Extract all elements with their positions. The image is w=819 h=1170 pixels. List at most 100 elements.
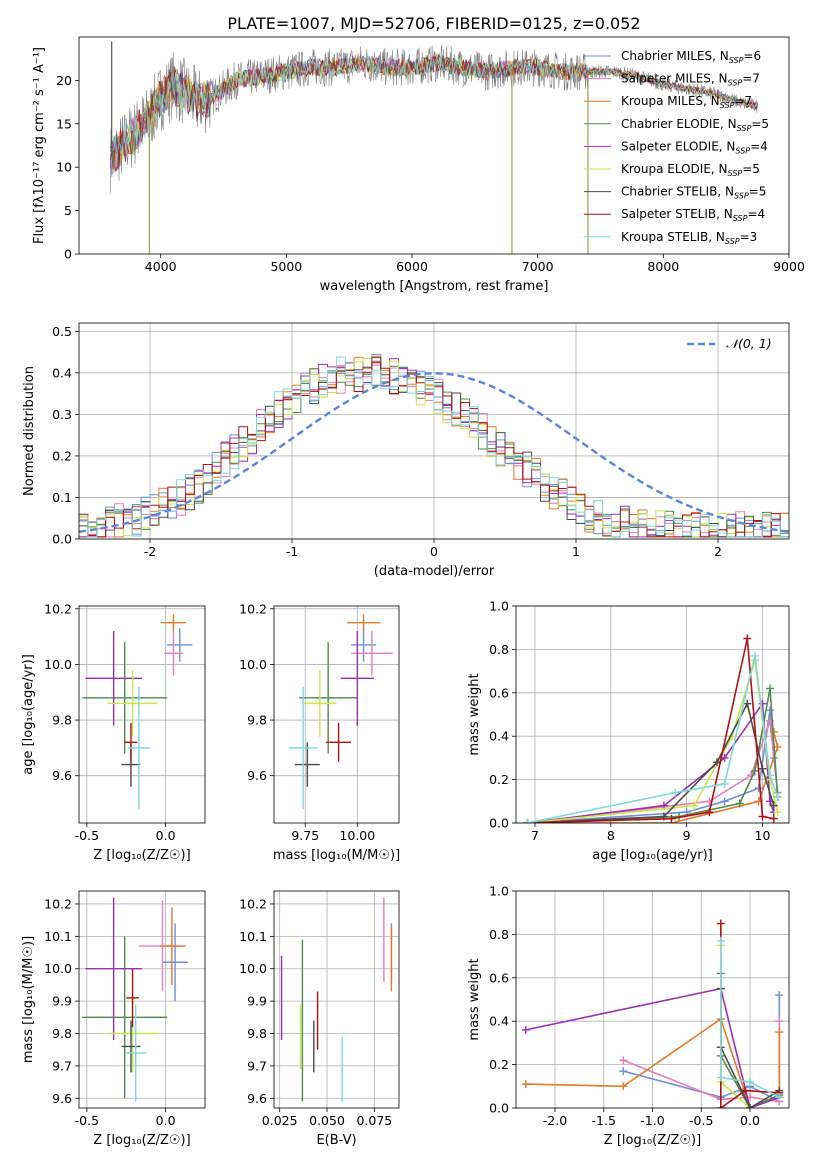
x-tick-label: 4000: [145, 259, 177, 274]
y-tick-label: 0: [64, 247, 72, 262]
y-tick-label: 0.4: [489, 1014, 509, 1029]
x-tick-label: -1.0: [640, 1113, 664, 1128]
x-tick-label: 9: [683, 828, 691, 843]
y-tick-label: 1.0: [489, 884, 509, 899]
x-tick-label: 8: [607, 828, 615, 843]
y-tick-label: 9.6: [52, 768, 72, 783]
y-tick-label: 9.8: [52, 713, 72, 728]
legend-label: Chabrier ELODIE, NSSP=5: [621, 117, 769, 133]
plot-area-residuals: [79, 354, 789, 538]
y-tick-label: 10: [56, 160, 72, 175]
axes-spectrum: 4000 5000 6000 7000 8000 9000 0 5 10 15 20 waveleng…: [32, 36, 805, 294]
x-tick-label: 5000: [270, 259, 302, 274]
x-tick-label: -1: [286, 544, 298, 559]
x-tick-label: -0.5: [689, 1113, 713, 1128]
y-tick-label: 1.0: [489, 599, 509, 614]
axes-frame: [78, 322, 790, 540]
axes-frame: [78, 605, 206, 824]
y-tick-label: 9.9: [247, 994, 267, 1009]
y-tick-label: 9.8: [247, 1026, 267, 1041]
y-tick-label: 9.8: [52, 1026, 72, 1041]
model-spectrum-line: [110, 55, 758, 170]
legend-label: Chabrier STELIB, NSSP=5: [621, 185, 766, 201]
y-tick-label: 10.0: [44, 961, 72, 976]
x-tick-label: 0.025: [262, 1113, 298, 1128]
y-tick-label: 10.0: [239, 961, 267, 976]
x-tick-label: 2: [714, 544, 722, 559]
x-tick-label: 8000: [647, 259, 679, 274]
ticks-mass_vs_ebv: 0.025 0.050 0.075 9.6 9.7 9.8 9.9 10.0 10.1 10.2: [239, 896, 392, 1128]
axes-frame: [273, 890, 400, 1109]
y-tick-label: 9.8: [247, 713, 267, 728]
y-tick-label: 10.1: [44, 929, 72, 944]
residual-histogram-step: [79, 356, 789, 538]
y-tick-label: 10.0: [44, 657, 72, 672]
x-tick-label: 0: [430, 544, 438, 559]
weight-series-line: [719, 940, 780, 1098]
axes-frame: [78, 36, 790, 255]
x-axis-label: wavelength [Angstrom, rest frame]: [320, 279, 549, 294]
y-tick-label: 20: [56, 73, 72, 88]
y-tick-label: 5: [64, 203, 72, 218]
model-spectrum-line: [110, 54, 758, 168]
x-axis-label: mass [log₁₀(M/M☉)]: [273, 848, 400, 863]
plot-area-spectrum: [110, 41, 758, 254]
spectrum-legend: Chabrier MILES, NSSP=6 Salpeter MILES, NS…: [584, 49, 769, 246]
y-axis-label: mass weight: [467, 958, 482, 1040]
y-tick-label: 10.2: [239, 896, 267, 911]
normal-curve-line: [79, 372, 789, 533]
y-tick-label: 0.2: [489, 1057, 509, 1072]
ticks-spectrum: 4000 5000 6000 7000 8000 9000 0 5 10 15 20: [56, 73, 805, 274]
plot-area-age_vs_mass: [288, 614, 393, 810]
weight-series-line: [527, 655, 779, 823]
x-tick-label: 0.050: [309, 1113, 345, 1128]
y-tick-label: 0.2: [52, 448, 72, 463]
x-tick-label: 0.0: [156, 1113, 176, 1128]
x-tick-label: -2.0: [543, 1113, 567, 1128]
x-axis-label: Z [log₁₀(Z/Z☉)]: [93, 1133, 190, 1148]
y-tick-label: 10.2: [44, 896, 72, 911]
x-tick-label: 0.075: [356, 1113, 392, 1128]
y-tick-label: 0.6: [489, 685, 509, 700]
y-tick-label: 9.7: [52, 1058, 72, 1073]
y-tick-label: 0.5: [52, 324, 72, 339]
y-axis-label: age [log₁₀(age/yr)]: [21, 654, 36, 775]
weight-series-line: [527, 702, 775, 823]
y-tick-label: 0.2: [489, 772, 509, 787]
x-tick-label: -1.5: [592, 1113, 616, 1128]
x-tick-label: 0.0: [740, 1113, 760, 1128]
legend-label: Salpeter MILES, NSSP=7: [621, 72, 760, 88]
x-axis-label: Z [log₁₀(Z/Z☉)]: [604, 1133, 701, 1148]
y-tick-label: 9.7: [247, 1058, 267, 1073]
x-tick-label: -0.5: [75, 828, 99, 843]
y-tick-label: 0.0: [489, 816, 509, 831]
x-tick-label: 9.75: [291, 828, 319, 843]
y-tick-label: 9.6: [247, 768, 267, 783]
ticks-mass_vs_Z: -0.5 0.0 9.6 9.7 9.8 9.9 10.0 10.1 10.2: [44, 896, 175, 1128]
legend-label: Chabrier MILES, NSSP=6: [621, 49, 761, 65]
y-tick-label: 0.0: [489, 1101, 509, 1116]
x-tick-label: 7: [531, 828, 539, 843]
axes-age_vs_mass: 9.75 10.00 9.6 9.8 10.0 10.2 mass [log₁₀(M/M☉)…: [239, 601, 400, 863]
legend-label: Salpeter STELIB, NSSP=4: [621, 207, 765, 223]
axes-mass_vs_Z: -0.5 0.0 9.6 9.7 9.8 9.9 10.0 10.1 10.2 Z [log₁₀(…: [21, 890, 206, 1148]
plot-area-weight_vs_age: [523, 634, 782, 823]
residual-histogram-step: [79, 364, 789, 538]
x-axis-label: age [log₁₀(age/yr)]: [592, 848, 713, 863]
ticks-weight_vs_Z: -2.0 -1.5 -1.0 -0.5 0.0 0.0 0.2 0.4 0.6 0.8 1.0: [489, 884, 760, 1129]
y-tick-label: 0.1: [52, 490, 72, 505]
y-tick-label: 9.6: [52, 1091, 72, 1106]
weight-series-line: [525, 987, 780, 1108]
legend-label: Kroupa STELIB, NSSP=3: [621, 230, 757, 246]
y-tick-label: 0.6: [489, 970, 509, 985]
x-tick-label: 9000: [773, 259, 805, 274]
axes-frame: [78, 890, 206, 1109]
axes-frame: [273, 605, 400, 824]
x-axis-label: (data-model)/error: [374, 564, 495, 579]
y-tick-label: 10.0: [239, 657, 267, 672]
ticks-age_vs_mass: 9.75 10.00 9.6 9.8 10.0 10.2: [239, 601, 375, 843]
x-tick-label: -2: [144, 544, 156, 559]
axes-frame: [515, 890, 790, 1109]
y-tick-label: 0.0: [52, 532, 72, 547]
